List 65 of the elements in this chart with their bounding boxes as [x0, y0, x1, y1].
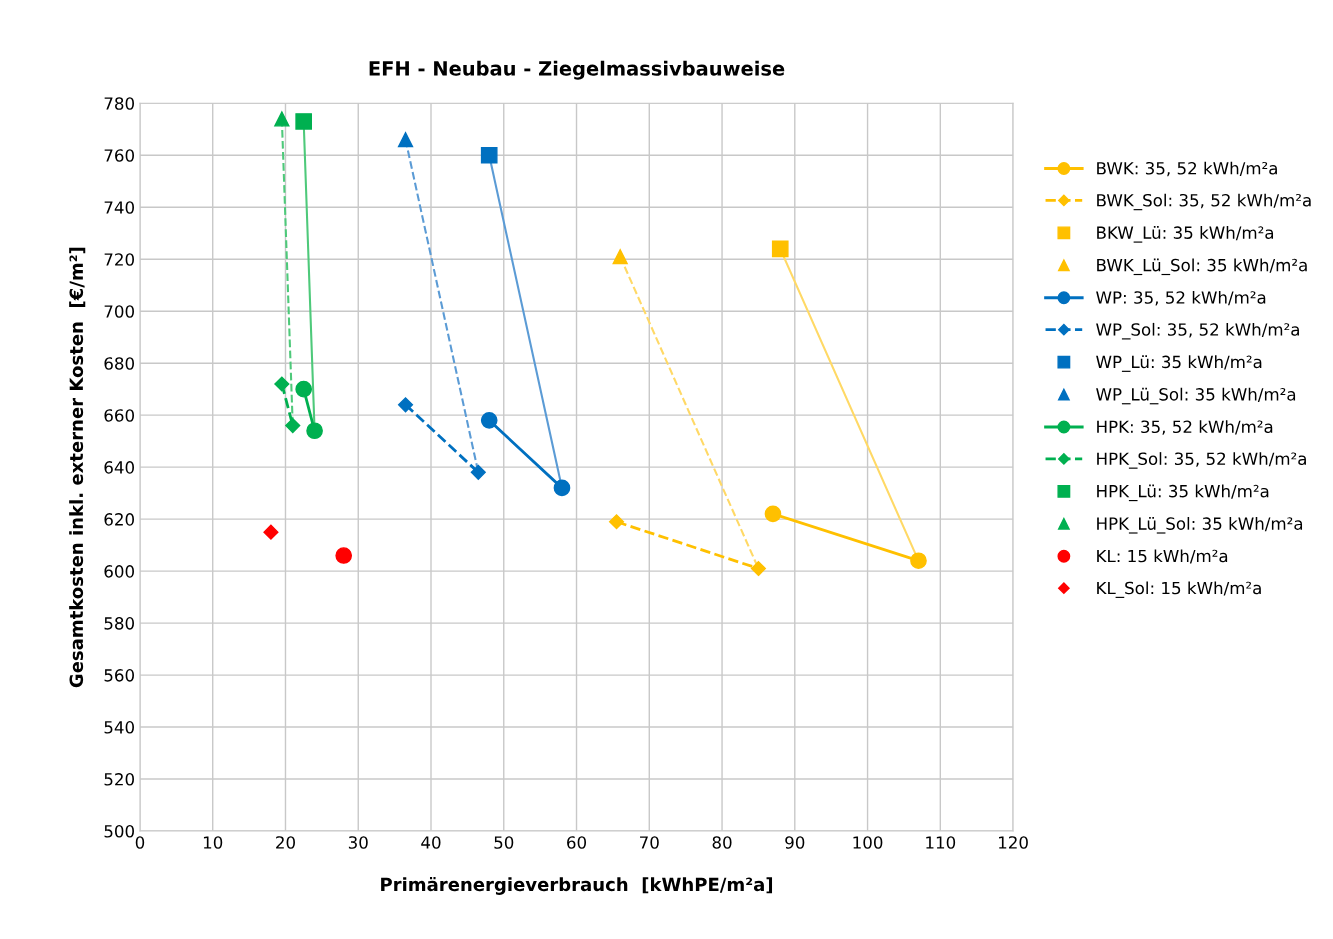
point: [480, 146, 498, 164]
legend-label: BWK_Lü_Sol: 35 kWh/m²a: [1097, 258, 1307, 276]
point: [295, 380, 313, 398]
y-tick-label: 660: [104, 409, 134, 422]
point: [263, 524, 279, 540]
point: [771, 240, 789, 258]
y-tick-label: 740: [104, 201, 134, 214]
legend-label: HPK_Sol: 35, 52 kWh/m²a: [1097, 452, 1306, 469]
point: [274, 376, 290, 392]
point: [397, 132, 414, 148]
point: [764, 505, 782, 523]
y-tick-label: 520: [104, 773, 134, 786]
y-tick-label: 540: [104, 721, 134, 734]
point: [608, 514, 625, 530]
y-tick-label: 500: [104, 824, 134, 838]
x-tick-label: 30: [348, 836, 368, 849]
legend-label: BWK_Sol: 35, 52 kWh/m²a: [1097, 193, 1311, 211]
legend-label: WP_Lü: 35 kWh/m²a: [1096, 355, 1262, 372]
x-tick-label: 70: [640, 836, 659, 849]
x-axis-title: Primärenergieverbrauch [kWhPE/m²a]: [381, 877, 773, 895]
x-tick-label: 10: [203, 836, 223, 849]
point: [553, 479, 571, 497]
y-tick-label: 600: [104, 565, 134, 578]
y-tick-label: 760: [104, 149, 134, 162]
x-tick-label: 90: [785, 836, 805, 849]
x-tick-label: 110: [926, 836, 956, 849]
legend-label: HPK_Lü: 35 kWh/m²a: [1097, 484, 1269, 502]
legend-label: KL_Sol: 15 kWh/m²a: [1097, 581, 1261, 598]
x-tick-label: 20: [276, 836, 295, 849]
y-tick-label: 560: [104, 669, 134, 682]
y-tick-label: 680: [104, 357, 134, 370]
legend-label: HPK_Lü_Sol: 35 kWh/m²a: [1097, 516, 1303, 534]
y-axis-title: Gesamtkosten inkl. externer Kosten [€/m²]: [69, 247, 86, 688]
x-tick-label: 60: [567, 836, 587, 849]
y-tick-label: 580: [104, 617, 134, 630]
x-tick-label: 0: [135, 836, 145, 849]
point: [335, 547, 353, 564]
legend-label: BKW_Lü: 35 kWh/m²a: [1097, 226, 1274, 243]
point: [306, 422, 323, 440]
legend-label: HPK: 35, 52 kWh/m²a: [1097, 420, 1273, 435]
legend-label: WP: 35, 52 kWh/m²a: [1096, 290, 1266, 306]
point: [910, 552, 927, 570]
x-tick-label: 100: [853, 836, 883, 849]
x-tick-label: 120: [999, 836, 1028, 849]
point: [274, 111, 290, 127]
x-tick-label: 50: [494, 836, 514, 849]
y-tick-label: 780: [104, 97, 134, 110]
x-tick-label: 80: [712, 836, 732, 849]
legend-label: BWK: 35, 52 kWh/m²a: [1097, 161, 1277, 177]
point: [285, 417, 301, 434]
point: [750, 560, 766, 577]
point: [470, 464, 486, 480]
y-tick-label: 700: [104, 305, 134, 318]
point: [295, 113, 313, 130]
y-tick-label: 620: [104, 513, 134, 526]
y-tick-label: 720: [104, 253, 134, 266]
x-tick-label: 40: [421, 836, 441, 849]
y-tick-label: 640: [104, 461, 134, 474]
legend-label: WP_Sol: 35, 52 kWh/m²a: [1096, 322, 1299, 340]
point: [612, 248, 628, 265]
legend-label: WP_Lü_Sol: 35 kWh/m²a: [1096, 387, 1296, 405]
point: [397, 397, 414, 413]
chart-title: EFH - Neubau - Ziegelmassivbauweise: [369, 60, 785, 80]
point: [480, 412, 498, 429]
legend-label: KL: 15 kWh/m²a: [1097, 549, 1228, 564]
